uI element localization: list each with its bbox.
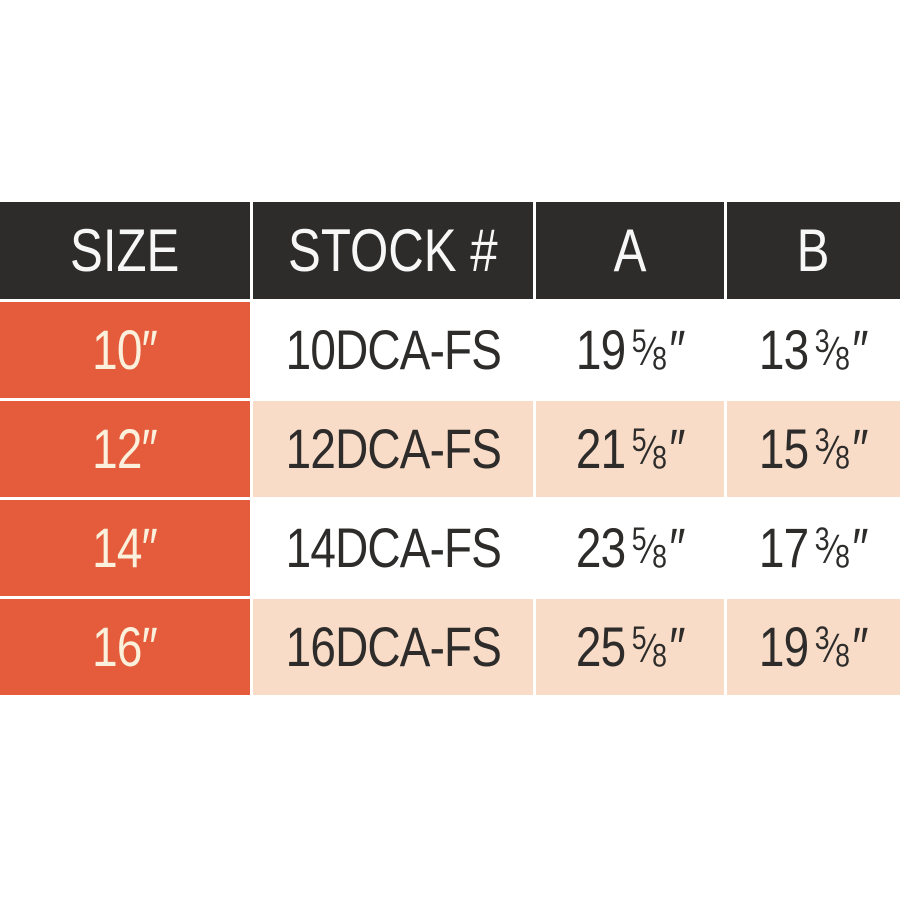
size-value: 10″ <box>92 318 159 381</box>
size-cell: 14″ <box>0 500 250 596</box>
dim-a-value: 21 5⁄8″ <box>575 417 686 480</box>
header-stock-label: STOCK # <box>288 216 498 284</box>
size-value: 12″ <box>92 417 159 480</box>
inch-mark: ″ <box>668 318 685 381</box>
dim-a-cell: 23 5⁄8″ <box>536 500 724 596</box>
inch-mark: ″ <box>852 516 868 579</box>
inch-mark: ″ <box>852 318 868 381</box>
header-dim-b: B <box>727 202 900 299</box>
size-cell: 16″ <box>0 599 250 695</box>
stock-value: 10DCA-FS <box>285 318 501 381</box>
header-dim-a: A <box>536 202 724 299</box>
stock-value: 14DCA-FS <box>285 516 501 579</box>
dim-b-cell: 15 3⁄8″ <box>727 401 900 497</box>
dim-b-value: 17 3⁄8″ <box>759 516 869 579</box>
inch-mark: ″ <box>852 417 868 480</box>
dim-a-value: 25 5⁄8″ <box>575 615 686 678</box>
dim-a-cell: 25 5⁄8″ <box>536 599 724 695</box>
inch-mark: ″ <box>852 615 868 678</box>
stock-cell: 12DCA-FS <box>253 401 533 497</box>
stock-cell: 10DCA-FS <box>253 302 533 398</box>
stock-cell: 16DCA-FS <box>253 599 533 695</box>
dim-b-value: 15 3⁄8″ <box>759 417 869 480</box>
inch-mark: ″ <box>668 516 685 579</box>
header-dim-a-label: A <box>613 216 647 284</box>
size-cell: 12″ <box>0 401 250 497</box>
dim-b-cell: 17 3⁄8″ <box>727 500 900 596</box>
size-value: 16″ <box>92 615 159 678</box>
stock-value: 12DCA-FS <box>285 417 501 480</box>
size-cell: 10″ <box>0 302 250 398</box>
spec-table: SIZE STOCK # A B 10″ 10DCA-FS 19 5⁄8″ 13 3… <box>0 202 900 695</box>
stock-cell: 14DCA-FS <box>253 500 533 596</box>
dim-b-cell: 13 3⁄8″ <box>727 302 900 398</box>
dim-a-value: 19 5⁄8″ <box>575 318 686 381</box>
header-dim-b-label: B <box>797 216 830 284</box>
inch-mark: ″ <box>668 615 685 678</box>
inch-mark: ″ <box>668 417 685 480</box>
stock-value: 16DCA-FS <box>285 615 501 678</box>
dim-a-cell: 19 5⁄8″ <box>536 302 724 398</box>
header-size: SIZE <box>0 202 250 299</box>
header-stock: STOCK # <box>253 202 533 299</box>
dim-b-value: 13 3⁄8″ <box>759 318 869 381</box>
size-value: 14″ <box>92 516 159 579</box>
dim-a-value: 23 5⁄8″ <box>575 516 686 579</box>
header-size-label: SIZE <box>70 216 180 284</box>
dim-b-cell: 19 3⁄8″ <box>727 599 900 695</box>
dim-b-value: 19 3⁄8″ <box>759 615 869 678</box>
dim-a-cell: 21 5⁄8″ <box>536 401 724 497</box>
